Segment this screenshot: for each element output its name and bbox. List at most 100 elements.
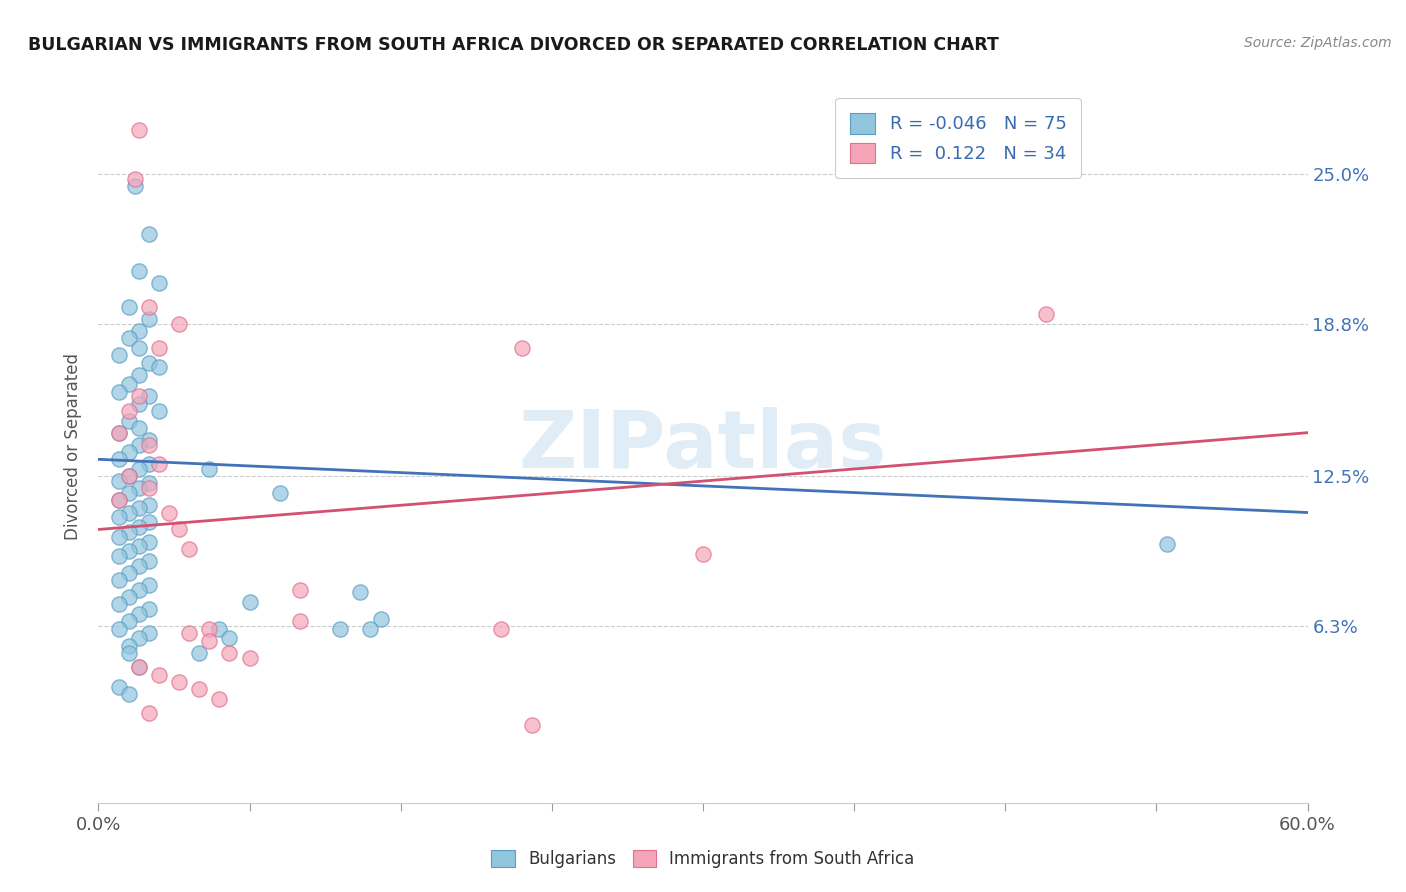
Point bbox=[107, 574, 129, 588]
Point bbox=[118, 646, 141, 660]
Point bbox=[167, 317, 190, 331]
Point bbox=[510, 341, 533, 355]
Point bbox=[138, 476, 160, 491]
Point bbox=[138, 312, 160, 326]
Point bbox=[107, 452, 129, 467]
Point bbox=[107, 425, 129, 440]
Point bbox=[179, 541, 201, 556]
Point bbox=[1035, 307, 1057, 321]
Point bbox=[118, 687, 141, 701]
Point bbox=[107, 510, 129, 524]
Point bbox=[107, 493, 129, 508]
Point bbox=[128, 558, 150, 573]
Point bbox=[148, 667, 170, 681]
Point bbox=[138, 355, 160, 369]
Point bbox=[107, 680, 129, 694]
Point bbox=[128, 660, 150, 674]
Point bbox=[198, 622, 221, 636]
Point bbox=[128, 438, 150, 452]
Point bbox=[692, 547, 714, 561]
Point bbox=[118, 506, 141, 520]
Point bbox=[208, 691, 231, 706]
Point bbox=[107, 622, 129, 636]
Point bbox=[118, 544, 141, 558]
Point bbox=[188, 646, 211, 660]
Point bbox=[288, 615, 311, 629]
Point bbox=[138, 554, 160, 568]
Point bbox=[198, 633, 221, 648]
Point bbox=[128, 263, 150, 277]
Text: BULGARIAN VS IMMIGRANTS FROM SOUTH AFRICA DIVORCED OR SEPARATED CORRELATION CHAR: BULGARIAN VS IMMIGRANTS FROM SOUTH AFRIC… bbox=[28, 36, 1000, 54]
Point bbox=[128, 341, 150, 355]
Point bbox=[128, 481, 150, 495]
Point bbox=[1156, 537, 1178, 551]
Text: Source: ZipAtlas.com: Source: ZipAtlas.com bbox=[1244, 36, 1392, 50]
Point bbox=[128, 607, 150, 621]
Point bbox=[118, 469, 141, 483]
Point bbox=[188, 682, 211, 697]
Y-axis label: Divorced or Separated: Divorced or Separated bbox=[65, 352, 83, 540]
Point bbox=[269, 486, 291, 500]
Point bbox=[167, 674, 190, 689]
Point bbox=[118, 414, 141, 428]
Point bbox=[349, 585, 371, 599]
Point bbox=[148, 404, 170, 418]
Point bbox=[128, 500, 150, 515]
Point bbox=[138, 515, 160, 529]
Point bbox=[288, 582, 311, 597]
Point bbox=[118, 300, 141, 314]
Point bbox=[138, 626, 160, 640]
Point bbox=[138, 481, 160, 495]
Point bbox=[128, 462, 150, 476]
Point bbox=[167, 523, 190, 537]
Point bbox=[128, 397, 150, 411]
Point bbox=[491, 622, 513, 636]
Point bbox=[128, 520, 150, 534]
Point bbox=[107, 348, 129, 362]
Point bbox=[118, 377, 141, 392]
Point bbox=[118, 331, 141, 345]
Point bbox=[118, 469, 141, 483]
Point bbox=[520, 718, 543, 732]
Point bbox=[128, 421, 150, 435]
Point bbox=[138, 227, 160, 242]
Point bbox=[128, 123, 150, 137]
Point bbox=[107, 425, 129, 440]
Point bbox=[118, 615, 141, 629]
Point bbox=[107, 474, 129, 488]
Point bbox=[138, 706, 160, 721]
Point bbox=[360, 622, 382, 636]
Point bbox=[198, 462, 221, 476]
Point bbox=[118, 404, 141, 418]
Point bbox=[138, 433, 160, 447]
Point bbox=[107, 598, 129, 612]
Point bbox=[124, 171, 146, 186]
Point bbox=[239, 650, 262, 665]
Point bbox=[208, 622, 231, 636]
Point bbox=[118, 486, 141, 500]
Point bbox=[138, 498, 160, 512]
Point bbox=[148, 457, 170, 471]
Point bbox=[118, 639, 141, 653]
Point bbox=[118, 590, 141, 604]
Point bbox=[107, 530, 129, 544]
Point bbox=[118, 445, 141, 459]
Point bbox=[128, 389, 150, 403]
Point bbox=[118, 524, 141, 539]
Point bbox=[107, 384, 129, 399]
Point bbox=[138, 457, 160, 471]
Point bbox=[128, 660, 150, 674]
Point bbox=[148, 341, 170, 355]
Point bbox=[128, 368, 150, 382]
Point bbox=[128, 582, 150, 597]
Point bbox=[128, 632, 150, 646]
Point bbox=[138, 300, 160, 314]
Point bbox=[138, 602, 160, 616]
Point bbox=[124, 178, 146, 193]
Point bbox=[157, 506, 180, 520]
Legend: Bulgarians, Immigrants from South Africa: Bulgarians, Immigrants from South Africa bbox=[485, 843, 921, 875]
Point bbox=[107, 493, 129, 508]
Point bbox=[118, 566, 141, 580]
Point bbox=[148, 276, 170, 290]
Point bbox=[128, 540, 150, 554]
